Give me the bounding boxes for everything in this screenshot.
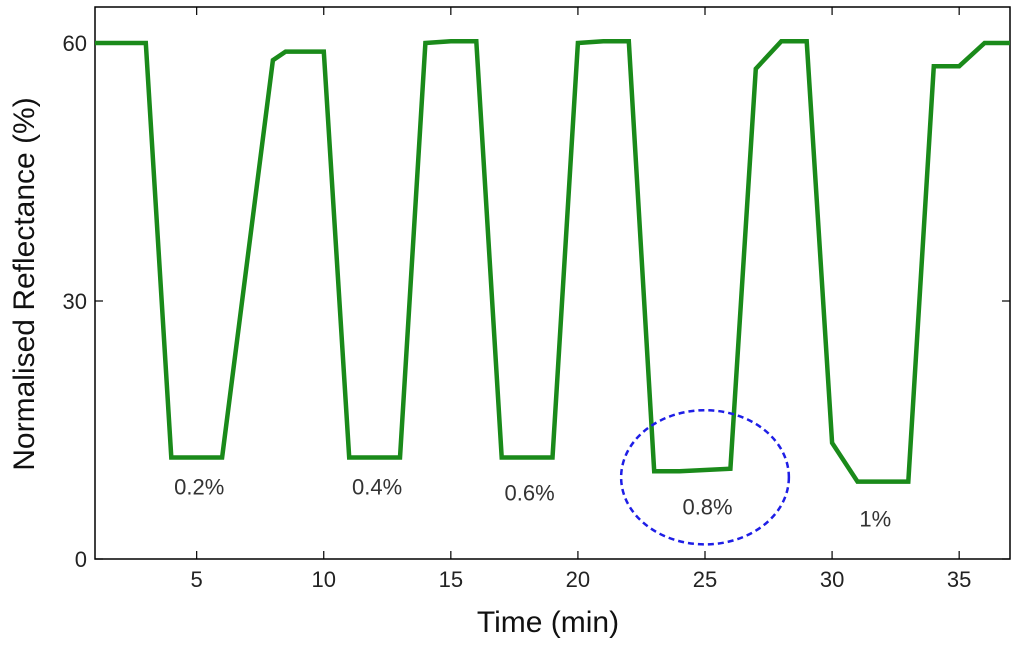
concentration-label: 1% [859, 506, 891, 531]
x-tick-label: 30 [820, 567, 844, 592]
annotations: 0.2% 0.4% 0.6% 0.8% 1% [174, 475, 891, 532]
x-tick-label: 35 [947, 567, 971, 592]
concentration-label: 0.8% [682, 494, 732, 519]
series-line [95, 39, 1010, 484]
y-tick-label: 30 [63, 289, 87, 314]
concentration-label: 0.4% [352, 475, 402, 500]
y-tick-label: 0 [75, 547, 87, 572]
concentration-label: 0.2% [174, 475, 224, 500]
plot-frame [94, 6, 1011, 560]
concentration-label: 0.6% [505, 481, 555, 506]
x-tick-label: 10 [312, 567, 336, 592]
highlight-ellipse [619, 408, 791, 546]
y-tick-label: 60 [63, 31, 87, 56]
y-axis-label: Normalised Reflectance (%) [8, 97, 41, 470]
x-tick-label: 25 [693, 567, 717, 592]
x-axis-label: Time (min) [477, 606, 619, 639]
x-axis-ticks: 5 10 15 20 25 30 35 [191, 7, 971, 592]
y-axis-ticks: 0 30 60 [63, 31, 1010, 572]
x-tick-label: 15 [439, 567, 463, 592]
x-tick-label: 5 [191, 567, 203, 592]
x-tick-label: 20 [566, 567, 590, 592]
